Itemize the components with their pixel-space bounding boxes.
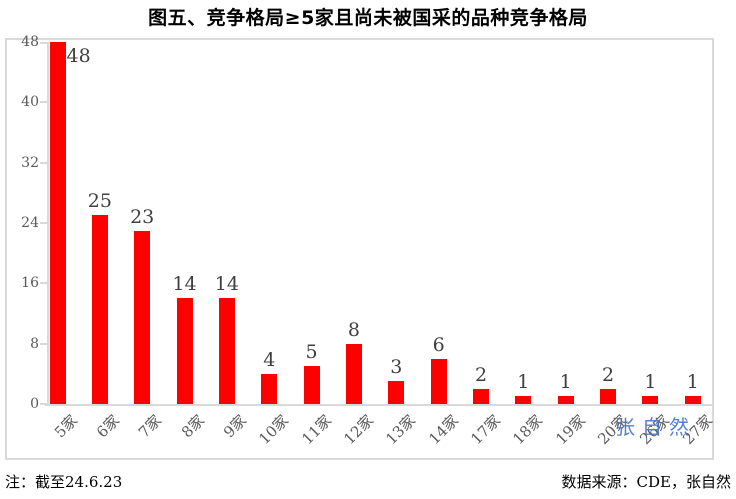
data-label: 23 bbox=[130, 205, 155, 228]
x-category-label: 9家 bbox=[219, 411, 250, 442]
chart-title: 图五、竞争格局≥5家且尚未被国采的品种竞争格局 bbox=[148, 7, 588, 29]
x-category-label: 11家 bbox=[297, 411, 335, 449]
plot-area: 0 8 16 24 32 40 48 48 25 23 14 14 4 5 8 3 6 2 1 1 2 1 1 5家 6家 7… bbox=[21, 34, 716, 448]
bar-20家 bbox=[600, 388, 617, 404]
data-label: 1 bbox=[517, 371, 530, 394]
y-tick-label: 16 bbox=[21, 275, 39, 292]
x-category-label: 14家 bbox=[424, 411, 462, 449]
y-tick-mark bbox=[40, 101, 47, 104]
data-label: 25 bbox=[87, 190, 112, 213]
bar-9家 bbox=[218, 298, 235, 404]
y-tick-label: 0 bbox=[30, 396, 39, 412]
bar-11家 bbox=[303, 366, 320, 404]
bar-6家 bbox=[91, 215, 108, 404]
y-tick-mark bbox=[40, 161, 47, 164]
x-category-label: 18家 bbox=[509, 411, 547, 449]
bar-12家 bbox=[345, 343, 362, 404]
bar-19家 bbox=[557, 396, 574, 404]
data-label: 5 bbox=[305, 341, 318, 364]
y-tick-mark bbox=[40, 42, 47, 44]
y-tick-mark bbox=[40, 222, 47, 224]
y-tick-label: 32 bbox=[21, 154, 39, 171]
bar-7家 bbox=[134, 230, 151, 404]
y-tick-label: 40 bbox=[21, 94, 39, 111]
chart-frame: 0 8 16 24 32 40 48 48 25 23 14 14 4 5 8 3 6 2 1 1 2 1 1 5家 6家 7… bbox=[5, 34, 716, 460]
x-category-label: 19家 bbox=[551, 411, 589, 449]
bar-17家 bbox=[473, 388, 489, 404]
footer-source: 数据来源：CDE，张自然 bbox=[561, 473, 731, 491]
y-tick-label: 8 bbox=[30, 335, 39, 352]
y-tick-label: 24 bbox=[21, 215, 39, 231]
x-category-label: 12家 bbox=[340, 411, 377, 449]
data-label: 14 bbox=[214, 273, 239, 296]
bar-8家 bbox=[176, 298, 193, 404]
data-label: 1 bbox=[686, 371, 699, 394]
data-label: 48 bbox=[66, 45, 91, 67]
data-label: 2 bbox=[474, 363, 488, 386]
x-axis-line bbox=[45, 404, 713, 406]
bar-14家 bbox=[430, 358, 447, 404]
bar-13家 bbox=[388, 381, 405, 404]
x-category-label: 13家 bbox=[382, 411, 420, 449]
data-label: 14 bbox=[172, 273, 197, 296]
x-category-label: 6家 bbox=[92, 411, 123, 442]
x-category-label: 10家 bbox=[255, 411, 293, 449]
footer-note: 注：截至24.6.23 bbox=[5, 473, 123, 491]
y-tick-mark bbox=[40, 342, 47, 345]
data-label: 8 bbox=[347, 318, 360, 341]
bar-27家 bbox=[684, 396, 701, 404]
bar-5家 bbox=[49, 42, 66, 404]
data-label: 1 bbox=[644, 371, 657, 394]
y-tick-mark bbox=[40, 403, 47, 405]
watermark-text: 张自然 bbox=[615, 415, 696, 439]
y-axis-line bbox=[47, 42, 49, 406]
bar-10家 bbox=[261, 373, 278, 404]
x-category-label: 7家 bbox=[135, 411, 166, 442]
x-category-label: 17家 bbox=[467, 411, 505, 449]
data-label: 1 bbox=[559, 371, 572, 394]
x-category-label: 5家 bbox=[50, 411, 81, 442]
x-category-label: 8家 bbox=[177, 411, 208, 442]
bar-18家 bbox=[515, 396, 532, 404]
data-label: 3 bbox=[390, 356, 403, 379]
data-label: 6 bbox=[432, 333, 445, 356]
bar-26家 bbox=[642, 396, 659, 404]
data-label: 4 bbox=[263, 348, 276, 371]
data-label: 2 bbox=[602, 363, 615, 386]
y-tick-label: 48 bbox=[21, 34, 39, 50]
y-tick-mark bbox=[40, 282, 47, 285]
